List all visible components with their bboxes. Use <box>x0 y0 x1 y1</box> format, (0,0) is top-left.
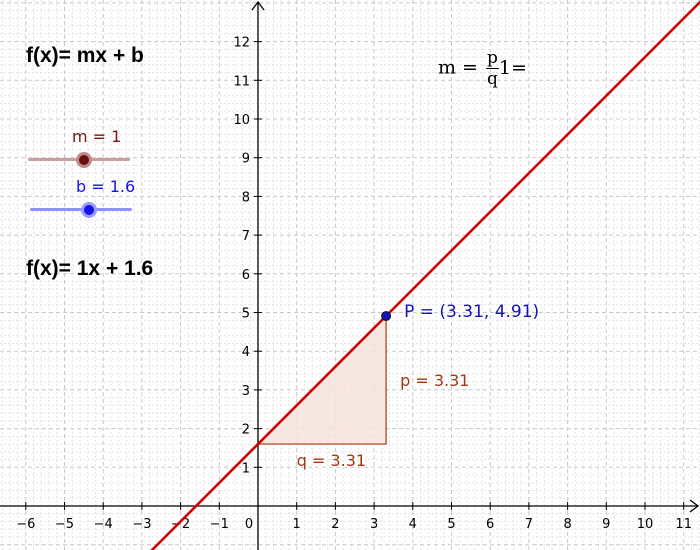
x-tick-label: 5 <box>447 517 455 532</box>
m-slider-label: m = 1 <box>72 127 122 146</box>
slope-numerator: p <box>487 48 498 68</box>
plot-layer <box>150 0 700 550</box>
x-axis-arrow <box>689 499 700 513</box>
slope-formula-rhs: 1= <box>498 56 527 79</box>
b-slider-track[interactable] <box>30 208 132 211</box>
x-tick-label: 1 <box>293 517 301 532</box>
y-tick-label: 11 <box>233 74 250 89</box>
plot-labels: P = (3.31, 4.91) p = 3.31 q = 3.31 <box>297 302 539 470</box>
slope-formula: m = p q 1= <box>438 48 527 89</box>
p-label: p = 3.31 <box>400 371 469 390</box>
x-tick-label: 4 <box>409 517 417 532</box>
x-tick-label: −3 <box>132 517 151 532</box>
y-tick-label: 1 <box>242 461 250 476</box>
function-line <box>150 0 700 550</box>
x-tick-label: 0 <box>245 517 253 532</box>
y-tick-label: 8 <box>242 190 250 205</box>
x-tick-label: 8 <box>563 517 571 532</box>
function-current-label: f(x)= 1x + 1.6 <box>26 257 154 280</box>
y-tick-label: 12 <box>233 36 250 51</box>
y-tick-label: 10 <box>233 113 250 128</box>
x-tick-label: −2 <box>171 517 190 532</box>
b-slider-label: b = 1.6 <box>76 177 136 196</box>
y-tick-label: 4 <box>242 345 250 360</box>
x-tick-label: 10 <box>637 517 654 532</box>
y-tick-label: 2 <box>242 423 250 438</box>
slope-fraction: p q <box>486 48 499 89</box>
y-tick-label: 9 <box>242 152 250 167</box>
function-template-label: f(x)= mx + b <box>26 44 144 67</box>
y-tick-label: 7 <box>242 229 250 244</box>
y-tick-label: 3 <box>242 384 250 399</box>
m-slider[interactable] <box>28 150 130 170</box>
x-tick-label: −5 <box>55 517 74 532</box>
x-tick-label: 9 <box>602 517 610 532</box>
x-tick-label: −4 <box>94 517 113 532</box>
x-tick-label: 7 <box>525 517 533 532</box>
y-tick-label: 6 <box>242 268 250 283</box>
q-label: q = 3.31 <box>297 451 366 470</box>
x-tick-label: −6 <box>16 517 35 532</box>
slope-denominator: q <box>487 69 498 89</box>
b-slider-handle[interactable] <box>81 202 98 218</box>
axis-ticks: −6 −5 −4 −3 −2 −1 0 1 2 3 4 5 6 7 8 9 10 1112345678910111… <box>16 36 692 532</box>
m-slider-handle[interactable] <box>76 152 93 168</box>
slope-formula-lhs: m = <box>438 56 478 79</box>
point-p <box>381 311 391 321</box>
b-slider[interactable] <box>30 200 132 220</box>
x-tick-label: 2 <box>331 517 339 532</box>
y-tick-label: 5 <box>242 307 250 322</box>
x-tick-label: 6 <box>486 517 494 532</box>
x-tick-label: 3 <box>370 517 378 532</box>
x-tick-label: 11 <box>675 517 692 532</box>
y-axis-arrow <box>251 0 265 11</box>
x-tick-label: −1 <box>210 517 229 532</box>
point-p-label: P = (3.31, 4.91) <box>404 302 539 322</box>
